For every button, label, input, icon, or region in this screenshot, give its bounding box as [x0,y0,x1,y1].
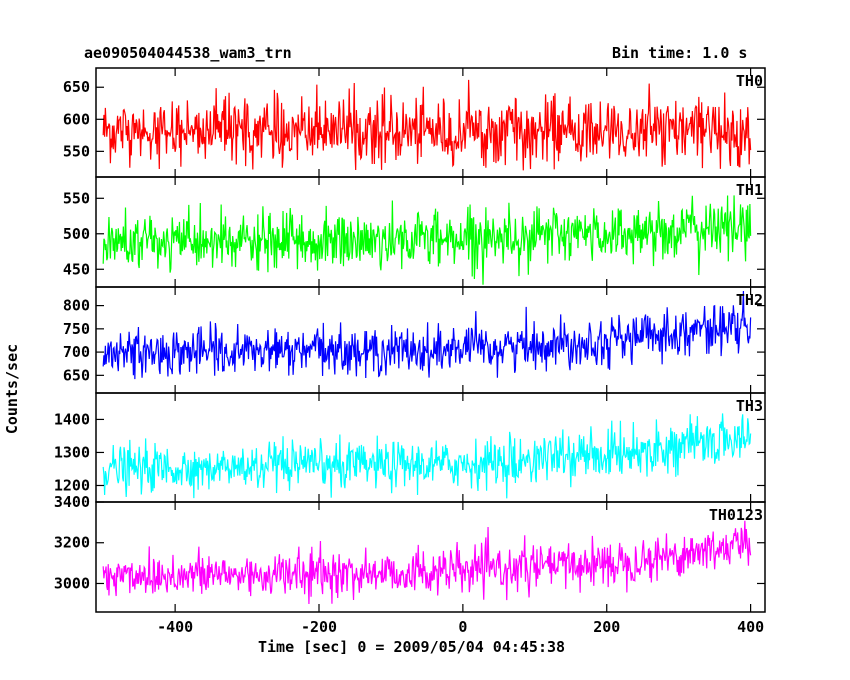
y-tick-label: 3000 [54,574,90,592]
x-tick-label: -400 [157,618,193,636]
y-tick-label: 800 [63,297,90,315]
series-name-th1: TH1 [736,181,763,199]
y-tick-label: 650 [63,366,90,384]
y-tick-label: 3200 [54,534,90,552]
y-tick-label: 550 [63,189,90,207]
y-tick-label: 3400 [54,493,90,511]
series-name-th0123: TH0123 [709,506,763,524]
series-line-th0123 [102,520,752,605]
x-axis-label: Time [sec] 0 = 2009/05/04 04:45:38 [258,638,566,656]
y-axis-label-wrap: Counts/sec [2,344,22,434]
y-tick-label: 650 [63,78,90,96]
x-tick-label: 0 [458,618,467,636]
bin-time-label: Bin time: 1.0 s [612,44,748,62]
y-tick-label: 450 [63,260,90,278]
x-tick-label: 400 [737,618,764,636]
panel-frame-th0123 [95,501,766,613]
y-axis-label: Counts/sec [3,343,21,435]
y-tick-label: 700 [63,343,90,361]
x-tick-label: 200 [593,618,620,636]
y-tick-label: 550 [63,142,90,160]
y-tick-label: 1300 [54,443,90,461]
series-name-th0: TH0 [736,72,763,90]
panel-frame-th2 [95,286,766,394]
series-line-th2 [102,290,752,380]
series-line-th3 [102,413,752,499]
y-tick-label: 1400 [54,410,90,428]
y-tick-label: 1200 [54,476,90,494]
panel-frame-th3 [95,392,766,503]
y-tick-label: 750 [63,320,90,338]
plot-title: ae090504044538_wam3_trn [84,44,292,62]
series-name-th3: TH3 [736,397,763,415]
series-line-th0 [102,79,752,171]
series-name-th2: TH2 [736,291,763,309]
series-line-th1 [102,195,752,285]
y-tick-label: 500 [63,225,90,243]
x-tick-label: -200 [301,618,337,636]
y-tick-label: 600 [63,110,90,128]
